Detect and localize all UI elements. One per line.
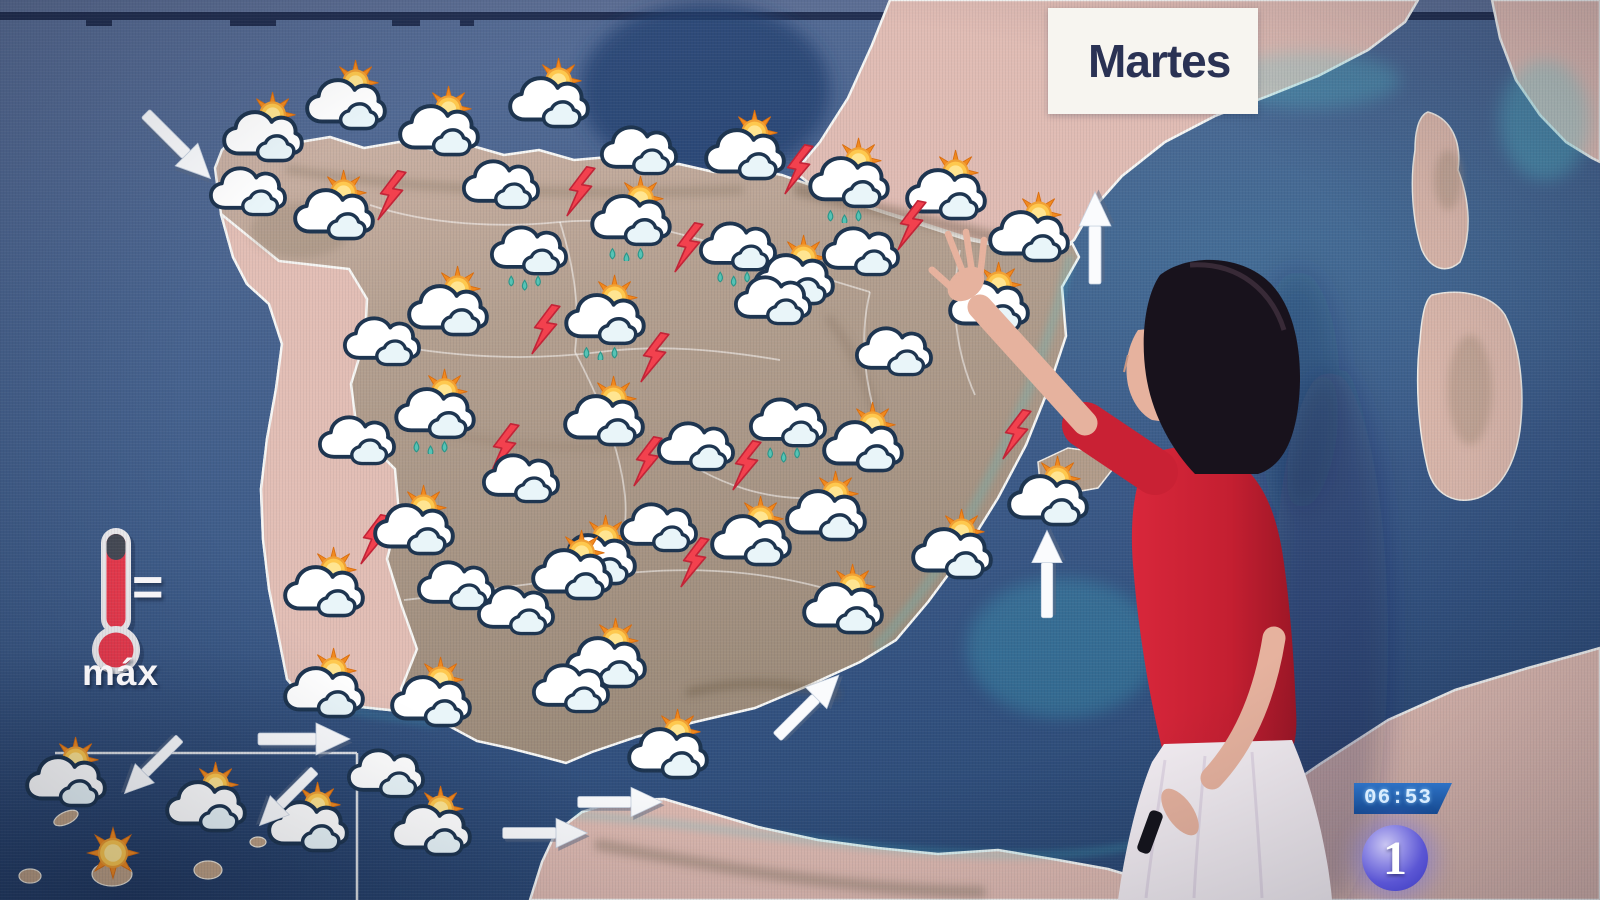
day-label: Martes (1088, 35, 1231, 87)
presenter-clicker (1137, 810, 1163, 854)
max-temperature-label: máx (82, 652, 160, 693)
presenter-skirt (1118, 740, 1332, 900)
presenter-nose-shadow (1123, 354, 1129, 373)
presenter-right-forearm (967, 294, 1098, 436)
channel-logo-digit: 1 (1383, 831, 1407, 885)
equals-symbol: = (132, 557, 164, 617)
presenter-hair-highlight (1189, 262, 1287, 331)
presenter-right-arm-sleeve (1062, 402, 1178, 495)
day-label-box: Martes (1048, 8, 1258, 114)
channel-1-logo: 1 (1362, 825, 1428, 891)
presenter-pointing-hand (928, 228, 988, 302)
presenter-left-hand (1161, 788, 1199, 836)
broadcast-clock: 06:53 (1354, 783, 1452, 814)
presenter-hair (1143, 259, 1301, 474)
presenter-left-arm (1200, 626, 1286, 790)
max-temperature-thermometer-icon (92, 528, 144, 678)
